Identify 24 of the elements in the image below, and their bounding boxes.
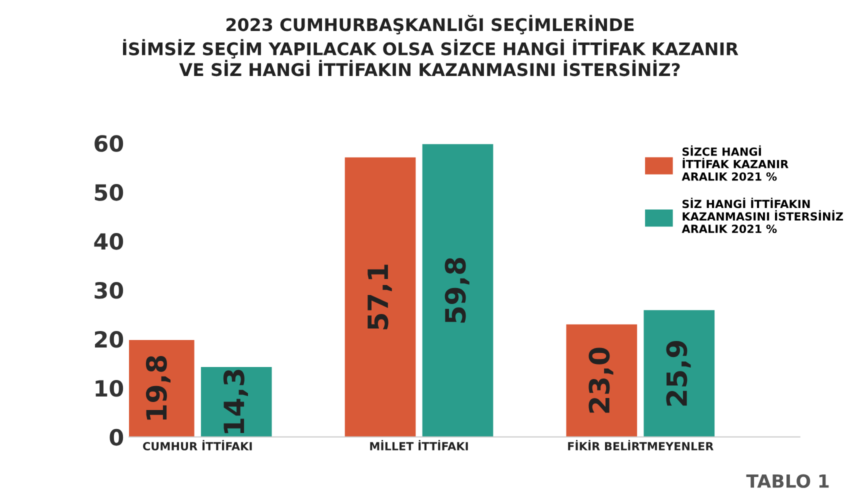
bar xyxy=(344,157,416,437)
legend-label: SİZ HANGİ İTTİFAKIN KAZANMASINI İSTERSİNİZ ARALIK 2021 % xyxy=(682,198,843,234)
y-tick-label: 20 xyxy=(94,330,124,348)
y-tick-label: 40 xyxy=(94,233,124,250)
y-tick-label: 0 xyxy=(110,428,124,446)
data-label: 25,9 xyxy=(666,341,691,406)
y-tick-label: 50 xyxy=(94,184,124,201)
y-tick-label: 60 xyxy=(94,135,124,152)
bar xyxy=(422,144,494,437)
legend-label: SİZCE HANGİ İTTİFAK KAZANIR ARALIK 2021 % xyxy=(682,145,788,181)
y-tick-label: 30 xyxy=(94,282,124,299)
bar xyxy=(566,324,638,437)
data-label: 59,8 xyxy=(444,258,470,323)
x-tick-label: MİLLET İTTİFAKI xyxy=(370,440,468,450)
chart-title: 2023 CUMHURBAŞKANLIĞI SEÇİMLERİNDE İSİMSİZ SEÇİM YAPILACAK OLSA SİZCE HANGİ İTTİFAK KAZANIR VE SİZ HANGİ İTTİFAKIN KAZANMASINI İSTERSİNİZ? xyxy=(123,14,738,76)
data-label: 19,8 xyxy=(146,356,170,420)
y-tick-label: 10 xyxy=(96,380,124,397)
x-tick-label: CUMHUR İTTİFAKI xyxy=(143,440,252,450)
data-label: 57,1 xyxy=(368,264,392,330)
bar xyxy=(644,310,715,437)
x-tick-label: FİKİR BELİRTMEYENLER xyxy=(568,440,714,450)
text: TABLO 1 xyxy=(746,474,829,488)
data-label: 14,3 xyxy=(223,370,248,434)
data-label: 23,0 xyxy=(588,348,614,413)
